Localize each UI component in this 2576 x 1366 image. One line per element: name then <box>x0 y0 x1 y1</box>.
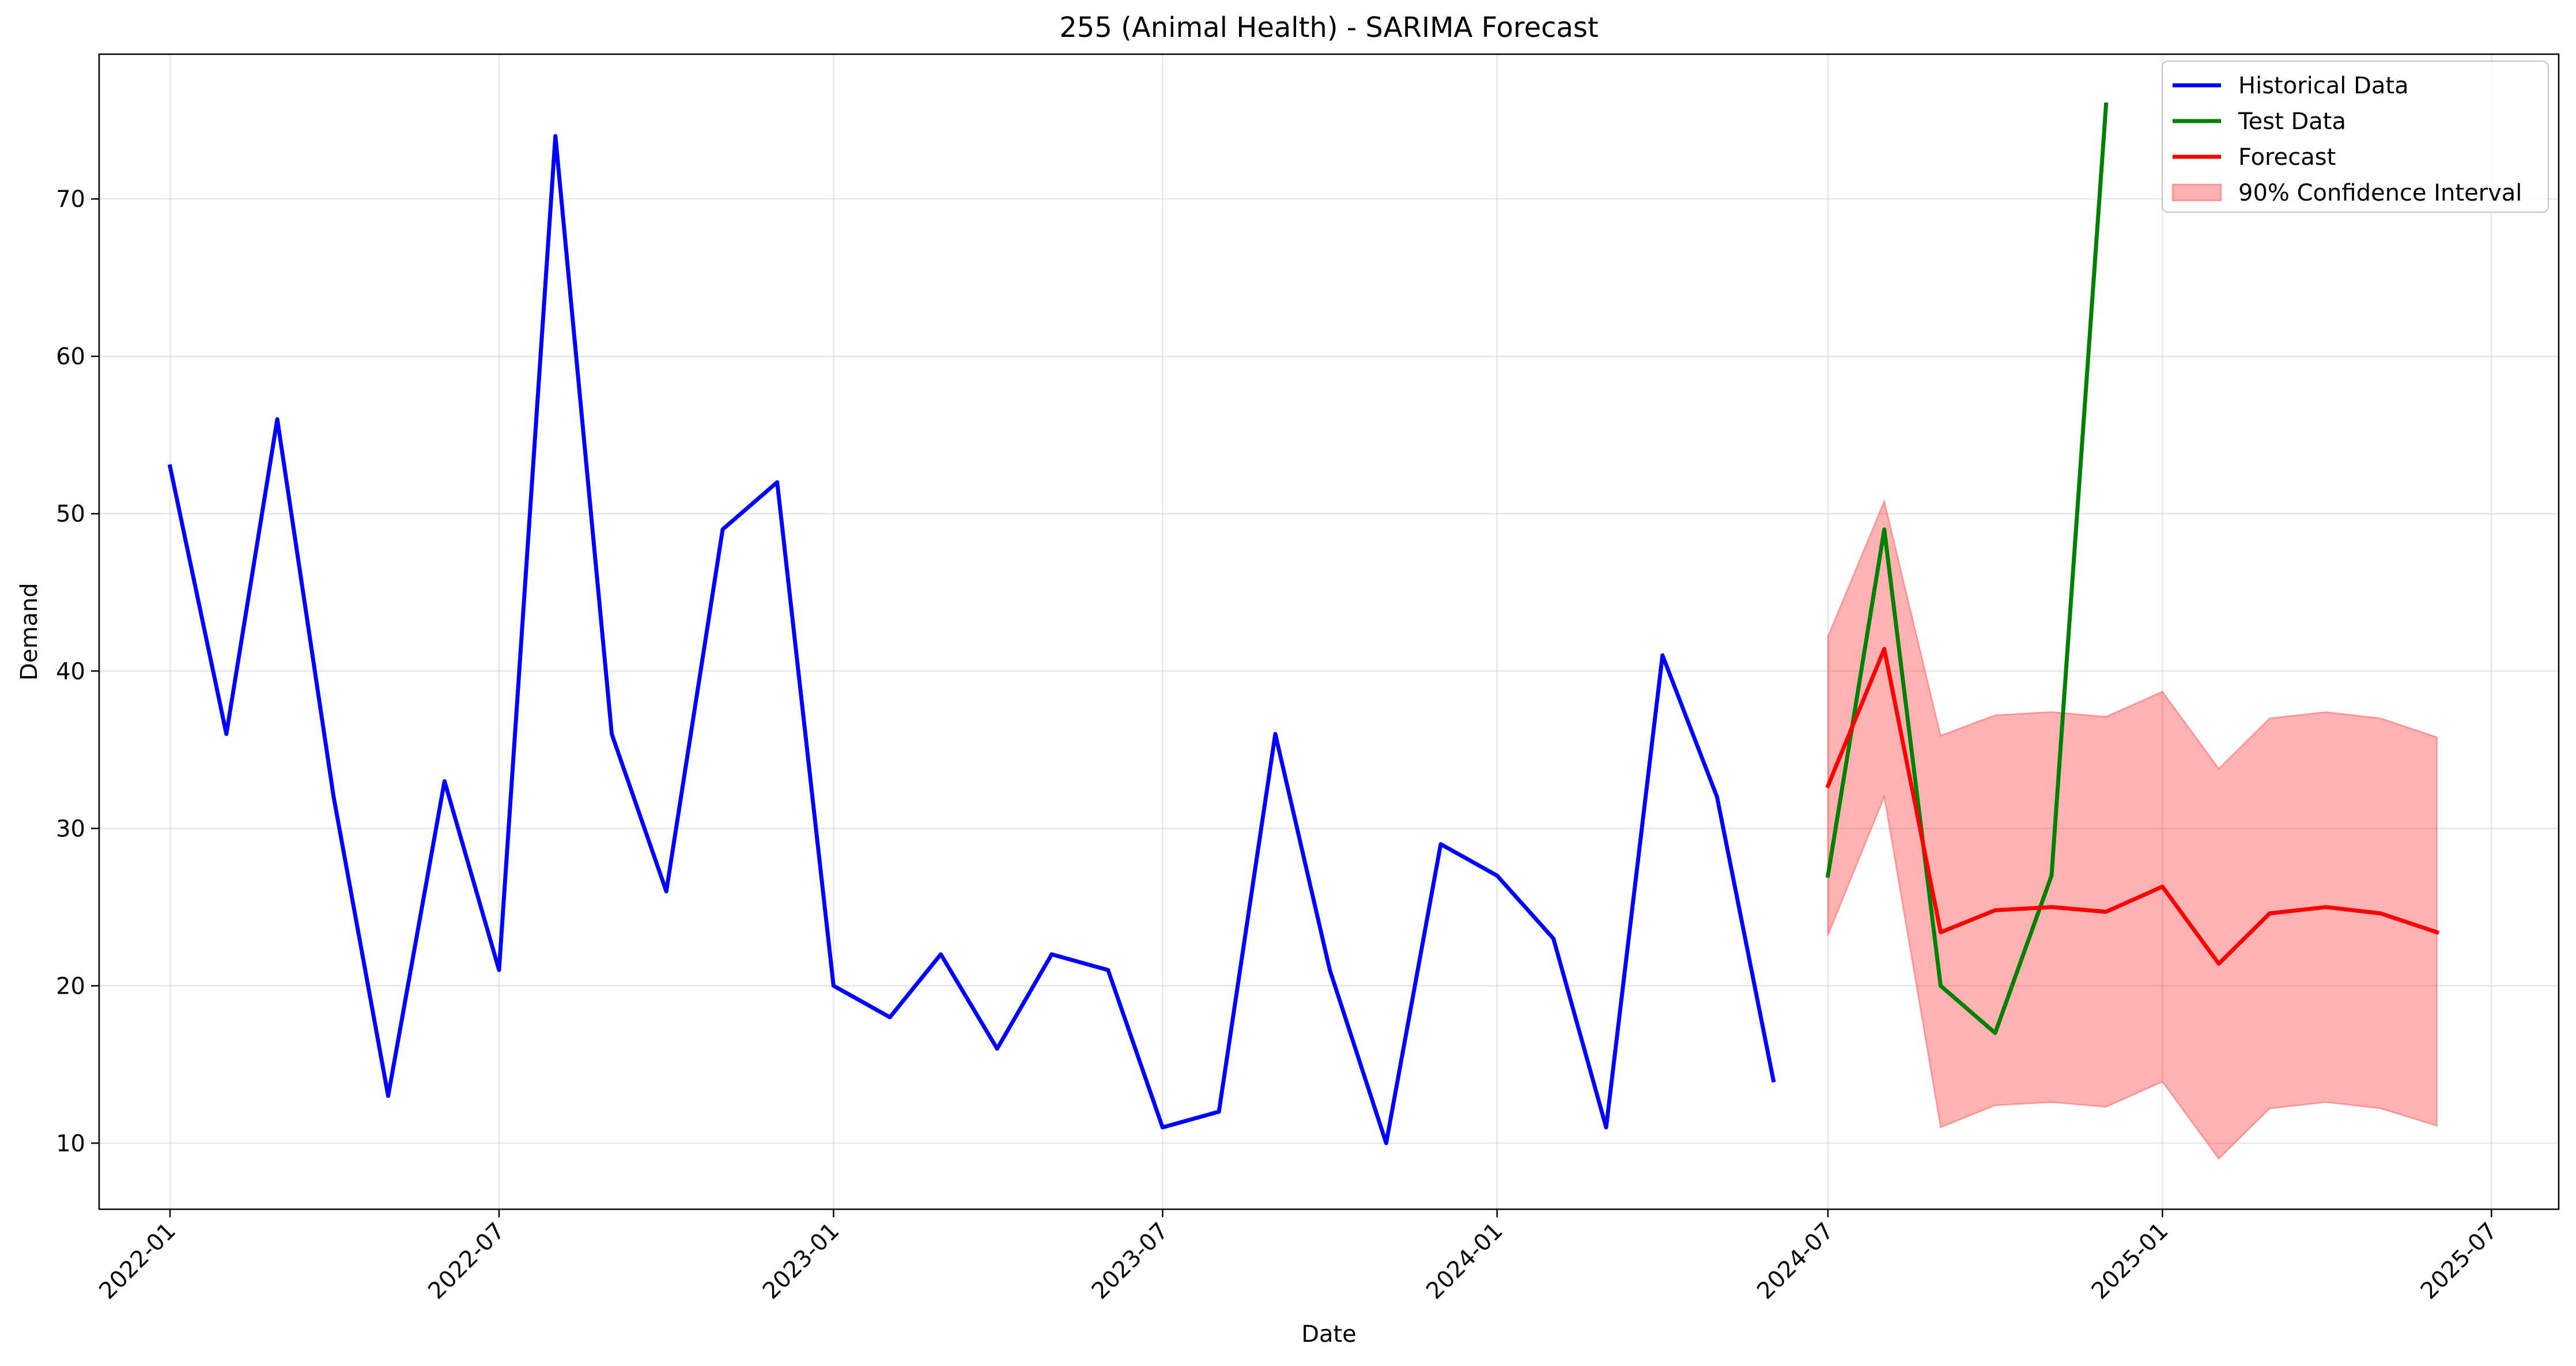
y-tick-label: 60 <box>56 344 85 370</box>
y-tick-label: 50 <box>56 501 85 527</box>
confidence-interval-layer <box>1827 499 2438 1160</box>
y-tick-label: 20 <box>56 973 85 999</box>
y-tick-label: 30 <box>56 816 85 842</box>
grid-lines <box>99 54 2559 1209</box>
legend-label-test-data: Test Data <box>2238 108 2346 135</box>
legend: Historical Data Test Data Forecast 90% Conf… <box>2161 60 2549 213</box>
legend-label-historical-data: Historical Data <box>2238 73 2409 99</box>
y-axis-ticks: 10 20 30 40 50 60 70 <box>56 186 99 1157</box>
forecast-line <box>1825 647 2440 966</box>
y-tick-label: 40 <box>56 658 85 685</box>
confidence-interval-band <box>1827 499 2438 1160</box>
legend-box <box>2161 60 2549 213</box>
x-axis-label: Date <box>1301 1321 1357 1348</box>
legend-label-90-confidence-interval: 90% Confidence Interval <box>2238 180 2522 206</box>
legend-label-forecast: Forecast <box>2238 144 2336 171</box>
y-tick-label: 70 <box>56 186 85 213</box>
chart-title: 255 (Animal Health) - SARIMA Forecast <box>1059 12 1598 44</box>
series-layer <box>167 102 2440 1145</box>
plot-area-frame <box>98 53 2560 1210</box>
y-tick-label: 10 <box>56 1130 85 1157</box>
y-axis-label: Demand <box>16 583 43 681</box>
legend-swatch-90-confidence-interval <box>2171 183 2222 202</box>
historical-data-line <box>167 134 1776 1145</box>
test-data-line <box>1825 102 2109 1035</box>
